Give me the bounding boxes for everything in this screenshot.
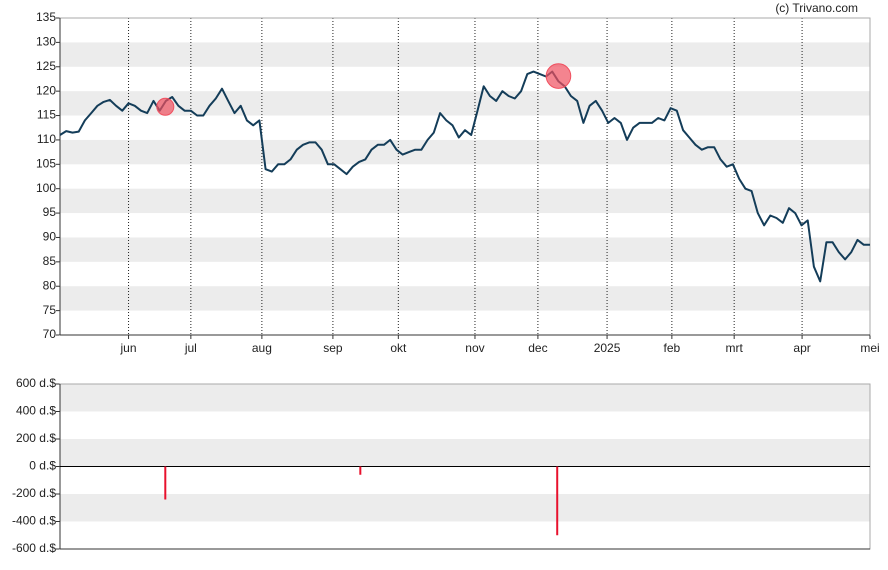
y-tick-label: -400 d.$ <box>12 514 56 528</box>
grid-band <box>60 286 870 311</box>
bar <box>359 466 362 475</box>
x-tick-label: mrt <box>726 341 744 355</box>
x-tick-label: sep <box>323 341 343 355</box>
price-line <box>59 70 870 283</box>
x-tick-label: 2025 <box>594 341 621 355</box>
y-tick-label: 600 d.$ <box>16 376 56 390</box>
y-tick-label: 80 <box>43 278 57 292</box>
y-tick-label: 115 <box>37 108 56 122</box>
y-tick-label: 200 d.$ <box>16 431 56 445</box>
y-tick-label: 0 d.$ <box>29 459 56 473</box>
grid-band <box>60 494 870 522</box>
y-tick-label: 125 <box>36 59 56 73</box>
trade-marker <box>156 97 175 116</box>
y-tick-label: 105 <box>36 156 56 170</box>
y-tick-label: 95 <box>43 205 57 219</box>
x-tick-label: okt <box>390 341 407 355</box>
grid-band <box>60 439 870 467</box>
y-tick-label: -600 d.$ <box>12 541 56 555</box>
bar <box>164 466 167 500</box>
x-tick-label: apr <box>793 341 810 355</box>
x-tick-label: dec <box>528 341 547 355</box>
y-tick-label: 135 <box>36 10 56 24</box>
grid-band <box>60 237 870 262</box>
y-tick-label: 70 <box>43 327 57 341</box>
x-tick-label: jun <box>120 341 137 355</box>
y-tick-label: 90 <box>43 230 57 244</box>
x-tick-label: mei <box>860 341 879 355</box>
y-tick-label: 400 d.$ <box>16 404 56 418</box>
x-tick-label: jul <box>184 341 197 355</box>
credit: (c) Trivano.com <box>775 1 858 15</box>
grid-band <box>60 91 870 116</box>
grid-band <box>60 384 870 412</box>
y-tick-label: 100 <box>36 181 56 195</box>
y-tick-label: 130 <box>36 35 56 49</box>
y-tick-label: -200 d.$ <box>12 486 56 500</box>
x-tick-label: aug <box>252 341 272 355</box>
grid-band <box>60 139 870 165</box>
grid-band <box>60 42 870 67</box>
y-tick-label: 75 <box>43 303 57 317</box>
bar <box>556 466 559 536</box>
trade-marker <box>545 63 572 89</box>
x-tick-label: nov <box>465 341 484 355</box>
grid-band <box>60 188 870 214</box>
y-tick-label: 120 <box>36 83 56 97</box>
y-tick-label: 110 <box>37 132 56 146</box>
y-tick-label: 85 <box>43 254 57 268</box>
x-tick-label: feb <box>664 341 681 355</box>
